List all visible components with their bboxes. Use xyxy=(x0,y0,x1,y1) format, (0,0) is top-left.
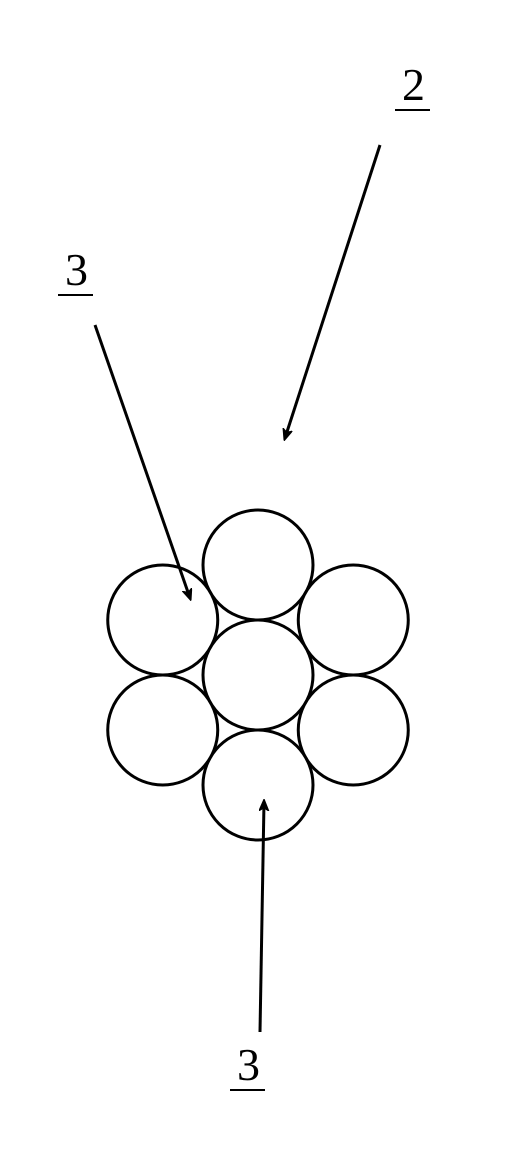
label-bottom: 3 xyxy=(237,1039,260,1090)
center-strand xyxy=(203,620,313,730)
outer-strand-0 xyxy=(203,510,313,620)
label-top_right: 2 xyxy=(402,59,425,110)
outer-strand-4 xyxy=(108,675,218,785)
outer-strand-2 xyxy=(298,675,408,785)
arrow-top_right xyxy=(285,145,380,438)
outer-strand-5 xyxy=(108,565,218,675)
outer-strand-1 xyxy=(298,565,408,675)
strand-bundle xyxy=(108,510,409,840)
arrow-mid_left xyxy=(95,325,190,598)
cross-section-diagram: 2 3 3 xyxy=(0,0,516,1154)
label-mid_left: 3 xyxy=(65,244,88,295)
outer-strand-3 xyxy=(203,730,313,840)
